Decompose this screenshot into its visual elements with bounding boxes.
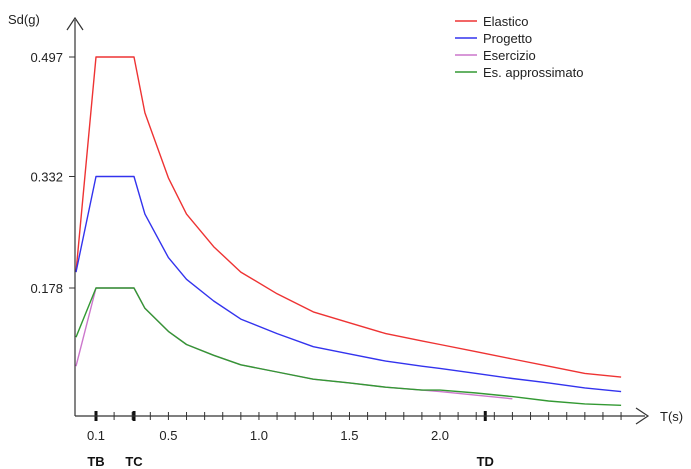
period-label: TC [125, 454, 143, 469]
x-axis-title: T(s) [660, 409, 683, 424]
series-line-2 [75, 175, 622, 393]
y-tick-label: 0.178 [30, 281, 63, 296]
legend-label: Progetto [483, 31, 532, 46]
series-lines [75, 56, 622, 406]
x-tick-label: 2.0 [431, 428, 449, 443]
legend-label: Es. approssimato [483, 65, 583, 80]
legend: Elastico Progetto Esercizio Es. approssimat… [455, 14, 583, 80]
x-tick-label: 1.0 [250, 428, 268, 443]
x-axis-arrow [635, 407, 650, 425]
legend-label: Esercizio [483, 48, 536, 63]
series-line-3 [75, 287, 513, 400]
axes: Sd(g) T(s) [8, 12, 683, 425]
period-label: TD [477, 454, 494, 469]
x-tick-label: 0.1 [87, 428, 105, 443]
series-line-1 [75, 56, 622, 378]
y-axis-title: Sd(g) [8, 12, 40, 27]
series-line-4 [75, 287, 622, 406]
period-label: TB [87, 454, 104, 469]
y-tick-label: 0.332 [30, 169, 63, 184]
y-tick-label: 0.497 [30, 50, 63, 65]
x-tick-label: 1.5 [340, 428, 358, 443]
tick-marks [69, 56, 622, 421]
tick-labels: TB TC TD 0.1 0.5 1.0 1.5 2.0 0.178 0.332 0.497 [30, 50, 493, 469]
legend-label: Elastico [483, 14, 529, 29]
x-tick-label: 0.5 [159, 428, 177, 443]
y-axis-arrow [66, 16, 84, 31]
